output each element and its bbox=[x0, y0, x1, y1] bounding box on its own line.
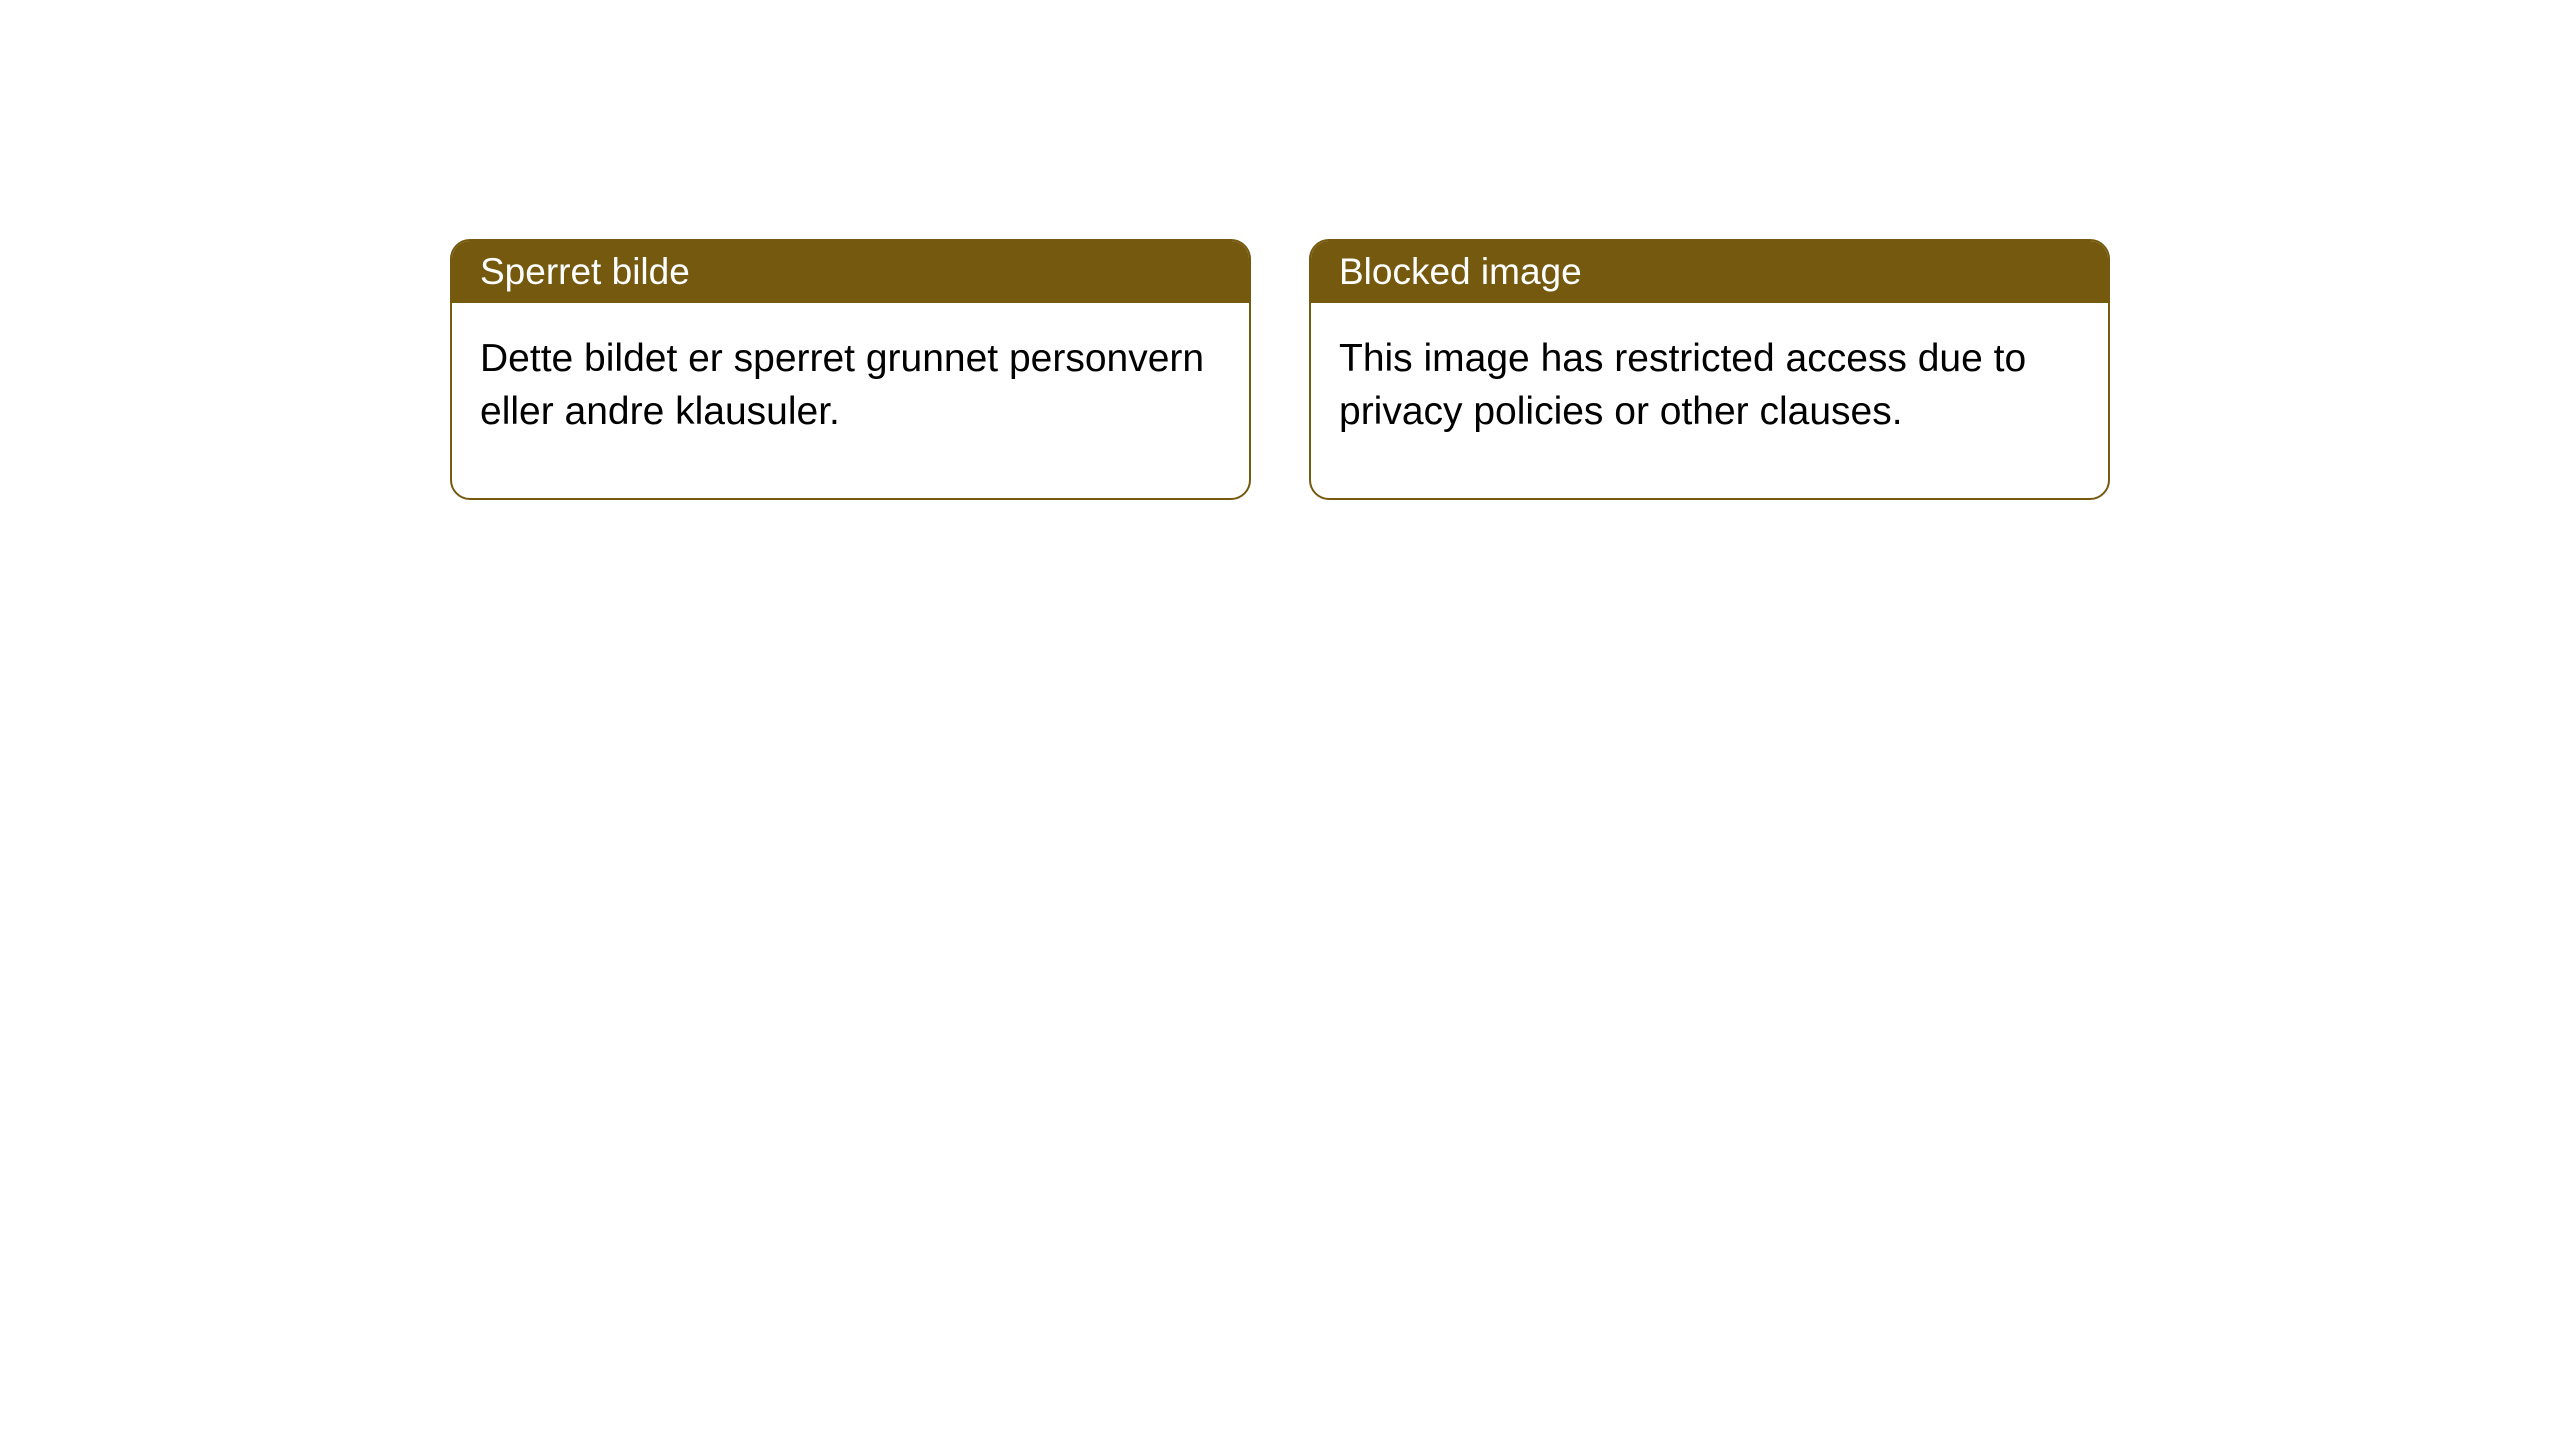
notice-container: Sperret bilde Dette bildet er sperret gr… bbox=[0, 239, 2560, 500]
notice-card-english: Blocked image This image has restricted … bbox=[1309, 239, 2110, 500]
notice-body: Dette bildet er sperret grunnet personve… bbox=[452, 303, 1249, 498]
notice-header: Sperret bilde bbox=[452, 241, 1249, 303]
notice-card-norwegian: Sperret bilde Dette bildet er sperret gr… bbox=[450, 239, 1251, 500]
notice-header: Blocked image bbox=[1311, 241, 2108, 303]
notice-body: This image has restricted access due to … bbox=[1311, 303, 2108, 498]
